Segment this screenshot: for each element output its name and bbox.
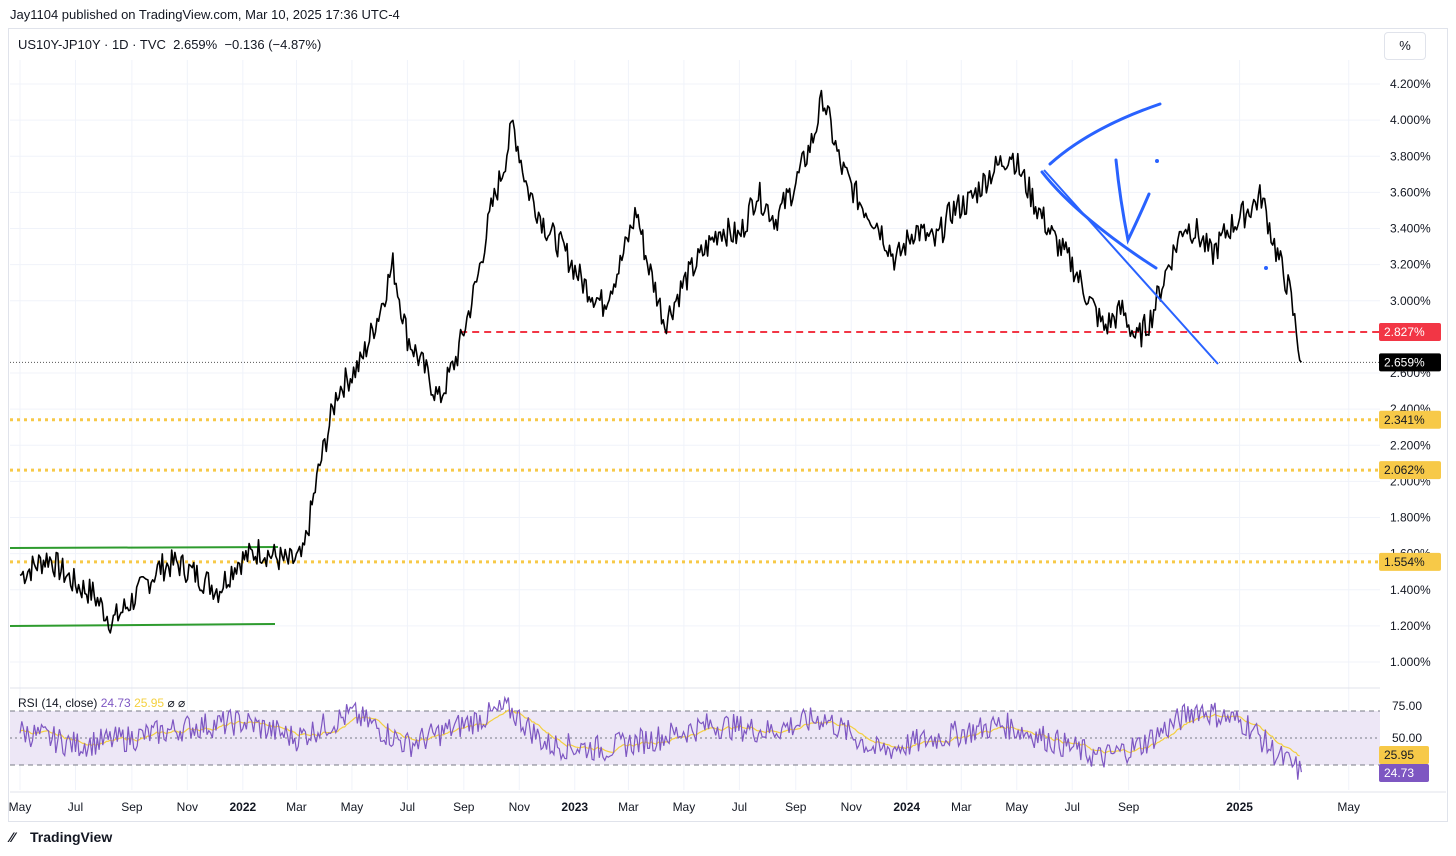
rsi-axis-label-box bbox=[1379, 746, 1429, 764]
annotation-dot bbox=[1155, 159, 1159, 163]
rsi-axis-label: 25.95 bbox=[1384, 748, 1414, 762]
time-tick-label: Jul bbox=[68, 800, 83, 814]
time-tick-label: May bbox=[9, 800, 32, 814]
rsi-legend: RSI (14, close) 24.73 25.95 ⌀ ⌀ bbox=[18, 696, 185, 710]
time-tick-label: Nov bbox=[177, 800, 198, 814]
time-tick-label: 2025 bbox=[1226, 800, 1253, 814]
time-tick-label: Sep bbox=[121, 800, 143, 814]
price-axis-label: 2.659% bbox=[1384, 355, 1425, 369]
price-axis-label: 2.062% bbox=[1384, 463, 1425, 477]
time-tick-label: Jul bbox=[732, 800, 747, 814]
price-tick-label: 3.400% bbox=[1390, 222, 1431, 236]
price-axis-label-box bbox=[1379, 322, 1441, 341]
chart-frame bbox=[8, 28, 1448, 822]
price-axis-label: 1.554% bbox=[1384, 555, 1425, 569]
price-axis-label-box bbox=[1379, 552, 1441, 571]
time-tick-label: Jul bbox=[1065, 800, 1080, 814]
rsi-line[interactable] bbox=[19, 695, 1302, 780]
time-tick-label: 2024 bbox=[893, 800, 920, 814]
publisher-line: Jay1104 published on TradingView.com, Ma… bbox=[10, 7, 400, 22]
rsi-ma-value: 25.95 bbox=[134, 696, 165, 710]
price-tick-label: 1.400% bbox=[1390, 583, 1431, 597]
time-tick-label: Mar bbox=[286, 800, 307, 814]
symbol-name: US10Y-JP10Y · 1D · TVC bbox=[18, 37, 166, 52]
tradingview-logo-icon: ⁄⁄ bbox=[10, 829, 15, 845]
percent-scale-button[interactable]: % bbox=[1384, 32, 1426, 60]
time-tick-label: 2022 bbox=[229, 800, 256, 814]
time-tick-label: May bbox=[341, 800, 364, 814]
price-tick-label: 1.800% bbox=[1390, 511, 1431, 525]
price-axis-label-box bbox=[1379, 410, 1441, 429]
last-price: 2.659% bbox=[173, 37, 218, 52]
price-tick-label: 4.000% bbox=[1390, 113, 1431, 127]
price-series-line[interactable] bbox=[19, 89, 1303, 634]
time-tick-label: Jul bbox=[400, 800, 415, 814]
symbol-legend: US10Y-JP10Y · 1D · TVC 2.659% −0.136 (−4… bbox=[18, 37, 321, 52]
rsi-title: RSI (14, close) bbox=[18, 696, 98, 710]
time-tick-label: Sep bbox=[1118, 800, 1140, 814]
price-tick-label: 3.800% bbox=[1390, 149, 1431, 163]
rsi-tick-label: 50.00 bbox=[1392, 731, 1422, 745]
rsi-axis-label: 24.73 bbox=[1384, 766, 1414, 780]
price-axis-label-box bbox=[1379, 461, 1441, 480]
price-tick-label: 3.000% bbox=[1390, 294, 1431, 308]
rsi-value: 24.73 bbox=[100, 696, 131, 710]
price-tick-label: 4.200% bbox=[1390, 77, 1431, 91]
range-bottom-green-line[interactable] bbox=[9, 623, 276, 627]
rsi-extra: ⌀ ⌀ bbox=[167, 696, 186, 710]
time-tick-label: Mar bbox=[618, 800, 639, 814]
price-tick-label: 1.200% bbox=[1390, 619, 1431, 633]
time-tick-label: Sep bbox=[453, 800, 475, 814]
time-tick-label: May bbox=[673, 800, 696, 814]
annotation-down-stroke[interactable] bbox=[1040, 170, 1158, 270]
price-tick-label: 3.200% bbox=[1390, 258, 1431, 272]
price-tick-label: 2.200% bbox=[1390, 438, 1431, 452]
annotation-dot bbox=[1264, 266, 1268, 270]
time-tick-label: May bbox=[1337, 800, 1360, 814]
annotation-arrow-icon[interactable] bbox=[1114, 158, 1151, 245]
price-change: −0.136 (−4.87%) bbox=[224, 37, 322, 52]
range-top-green-line[interactable] bbox=[9, 546, 279, 549]
price-axis-label-box bbox=[1379, 353, 1441, 372]
time-tick-label: Nov bbox=[509, 800, 530, 814]
annotation-up-arrow-stroke[interactable] bbox=[1048, 102, 1162, 166]
trendline-blue[interactable] bbox=[1043, 169, 1219, 365]
time-tick-label: Mar bbox=[951, 800, 972, 814]
price-tick-label: 1.000% bbox=[1390, 655, 1431, 669]
price-axis-label: 2.341% bbox=[1384, 413, 1425, 427]
time-tick-label: May bbox=[1005, 800, 1028, 814]
rsi-axis-label-box bbox=[1379, 764, 1429, 782]
price-tick-label: 3.600% bbox=[1390, 185, 1431, 199]
price-axis-label: 2.827% bbox=[1384, 325, 1425, 339]
tradingview-logo[interactable]: ⁄⁄ TradingView bbox=[10, 829, 112, 845]
time-tick-label: Sep bbox=[785, 800, 807, 814]
time-tick-label: Nov bbox=[841, 800, 862, 814]
tradingview-logo-text: TradingView bbox=[30, 829, 113, 845]
time-tick-label: 2023 bbox=[561, 800, 588, 814]
rsi-tick-label: 75.00 bbox=[1392, 699, 1422, 713]
